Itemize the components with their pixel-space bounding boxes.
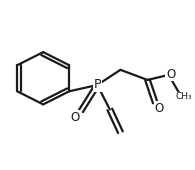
Text: O: O [70,111,80,124]
Text: O: O [166,67,175,81]
Text: O: O [154,102,164,115]
Text: P: P [94,79,101,91]
Text: CH₃: CH₃ [176,92,192,101]
